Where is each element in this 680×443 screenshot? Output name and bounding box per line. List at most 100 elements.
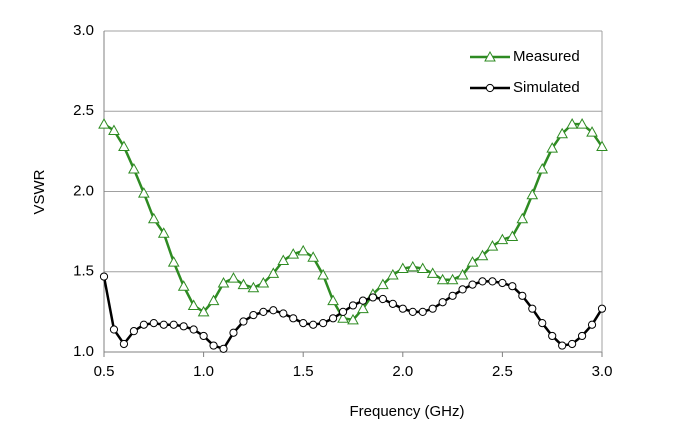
- marker: [257, 276, 270, 288]
- marker: [566, 118, 578, 129]
- marker: [287, 248, 300, 259]
- marker: [137, 187, 150, 198]
- marker: [139, 320, 148, 329]
- marker: [157, 227, 170, 238]
- marker: [169, 320, 178, 329]
- marker: [347, 313, 359, 325]
- marker: [129, 327, 138, 336]
- marker: [546, 142, 559, 153]
- marker: [468, 280, 477, 289]
- marker: [99, 272, 109, 281]
- marker: [279, 309, 288, 318]
- marker: [456, 268, 469, 280]
- marker: [217, 276, 230, 288]
- marker: [458, 285, 467, 294]
- marker: [556, 127, 569, 139]
- legend-marker: [484, 50, 496, 62]
- marker: [446, 273, 459, 285]
- marker: [109, 325, 119, 334]
- x-axis-label: Frequency (GHz): [349, 403, 464, 420]
- marker: [149, 319, 158, 328]
- y-tick-label: 3.0: [73, 22, 94, 39]
- marker: [498, 278, 507, 288]
- marker: [538, 319, 547, 328]
- marker: [586, 126, 598, 137]
- marker: [177, 280, 190, 291]
- marker: [506, 230, 519, 241]
- marker: [508, 282, 517, 291]
- marker: [596, 140, 608, 152]
- marker: [189, 325, 198, 334]
- marker: [229, 328, 238, 337]
- marker: [408, 307, 417, 316]
- marker: [239, 317, 248, 326]
- y-tick-label: 2.0: [73, 182, 94, 199]
- marker: [167, 256, 180, 267]
- marker: [307, 251, 320, 262]
- marker: [299, 319, 308, 328]
- marker: [337, 312, 349, 323]
- marker: [219, 344, 228, 353]
- marker: [466, 256, 479, 267]
- marker: [576, 118, 588, 129]
- marker: [406, 260, 419, 272]
- marker: [378, 294, 387, 304]
- marker: [237, 278, 250, 290]
- y-tick-label: 1.0: [73, 343, 94, 360]
- marker: [289, 314, 298, 323]
- marker: [448, 291, 457, 300]
- marker: [118, 140, 130, 152]
- y-tick-label: 2.5: [73, 102, 94, 119]
- marker: [199, 331, 208, 341]
- marker: [259, 307, 268, 316]
- marker: [438, 298, 447, 307]
- marker: [317, 268, 329, 280]
- marker: [536, 163, 549, 174]
- marker: [597, 304, 607, 313]
- x-tick-label: 1.0: [193, 363, 214, 380]
- marker: [388, 299, 397, 308]
- marker: [209, 341, 218, 350]
- marker: [247, 281, 260, 293]
- marker: [357, 302, 369, 314]
- marker: [558, 341, 567, 350]
- marker: [119, 339, 129, 349]
- marker: [428, 304, 437, 313]
- marker: [418, 307, 427, 316]
- legend-marker: [485, 83, 495, 93]
- marker: [416, 262, 429, 274]
- marker: [327, 294, 339, 306]
- legend-label: Simulated: [513, 79, 580, 96]
- marker: [528, 304, 537, 313]
- y-tick-label: 1.5: [73, 263, 94, 280]
- marker: [227, 272, 240, 283]
- marker: [319, 319, 328, 328]
- marker: [249, 310, 258, 320]
- marker: [526, 188, 539, 200]
- marker: [309, 320, 318, 329]
- marker: [377, 278, 389, 290]
- marker: [577, 331, 587, 341]
- marker: [396, 262, 409, 274]
- marker: [568, 339, 577, 349]
- x-tick-label: 0.5: [94, 363, 115, 380]
- x-tick-label: 3.0: [592, 363, 613, 380]
- marker: [398, 304, 407, 313]
- marker: [128, 163, 140, 174]
- marker: [516, 212, 529, 224]
- marker: [426, 267, 439, 278]
- marker: [476, 249, 489, 261]
- marker: [147, 212, 160, 224]
- marker: [159, 320, 168, 329]
- marker: [187, 299, 200, 310]
- marker: [267, 267, 280, 278]
- marker: [386, 268, 399, 280]
- marker: [348, 301, 358, 310]
- marker: [297, 244, 310, 256]
- marker: [496, 233, 509, 245]
- x-tick-label: 1.5: [293, 363, 314, 380]
- x-tick-label: 2.5: [492, 363, 513, 380]
- marker: [98, 118, 110, 129]
- marker: [548, 331, 557, 341]
